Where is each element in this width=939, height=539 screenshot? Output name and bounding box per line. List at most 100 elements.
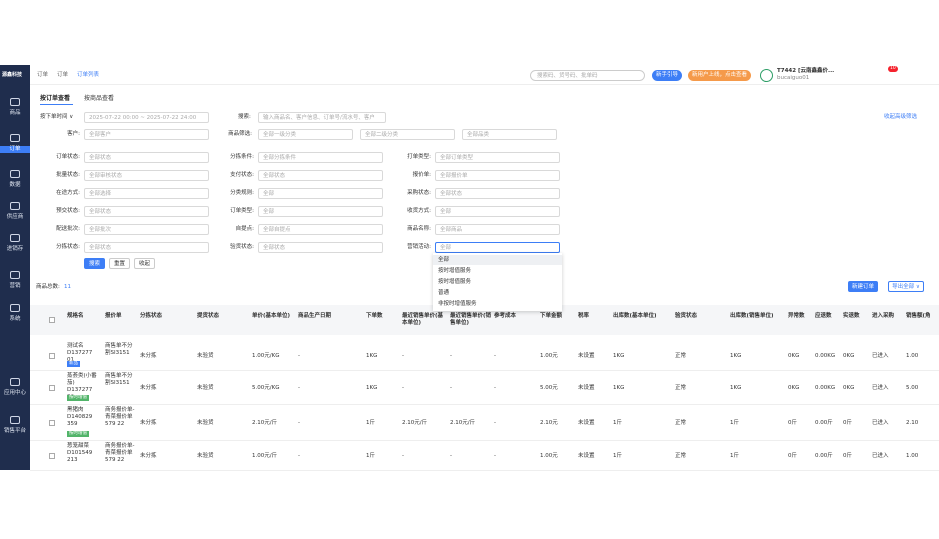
sidebar-item[interactable]: 系统	[9, 316, 21, 322]
checkbox[interactable]	[49, 385, 55, 391]
select[interactable]: 全部一级分类	[258, 129, 353, 140]
table-cell: 1KG	[730, 353, 742, 359]
sidebar-item[interactable]: 应用中心	[3, 390, 26, 396]
breadcrumb[interactable]: 订单	[57, 72, 69, 78]
button[interactable]: 重置	[109, 258, 130, 269]
summary-label: 商品总数:	[36, 284, 60, 290]
breadcrumb: 订单列表	[77, 72, 100, 78]
date-type[interactable]: 按下单时间 ∨	[40, 114, 74, 120]
table-cell: 0KG	[843, 353, 855, 359]
select[interactable]: 全部自提点	[258, 224, 383, 235]
action-button[interactable]: 导出全部 ∨	[888, 281, 924, 292]
table-cell: 未分拣	[140, 353, 157, 359]
table-cell: 2.10元/斤	[450, 420, 476, 426]
select[interactable]: 全部状态	[84, 242, 209, 253]
select[interactable]: 全部状态	[84, 206, 209, 217]
tag: 新品	[67, 361, 80, 367]
table-cell: 未验货	[197, 453, 214, 459]
select[interactable]: 全部分拣条件	[258, 152, 383, 163]
button[interactable]: 搜索	[84, 258, 105, 269]
table-cell: 黑猪肉 D140829 359	[67, 407, 93, 427]
dropdown-option[interactable]: 按时增值服务	[438, 268, 472, 274]
select[interactable]: 全部批次	[84, 224, 209, 235]
collapse-link[interactable]: 收起高级筛选	[884, 114, 918, 120]
select[interactable]: 全部	[435, 242, 560, 253]
header-search[interactable]: 搜索码、货号码、批单码	[530, 70, 645, 81]
table-cell: 0KG	[788, 385, 800, 391]
table-cell: 0斤	[788, 453, 797, 459]
table-cell: 正常	[675, 420, 687, 426]
column-header: 实退数	[843, 313, 860, 319]
table-cell: 1.00	[906, 453, 919, 459]
select[interactable]: 全部商品	[435, 224, 560, 235]
checkbox[interactable]	[49, 317, 55, 323]
tab[interactable]: 按商品查看	[84, 95, 115, 102]
table-cell: 1斤	[730, 453, 739, 459]
sidebar-item[interactable]: 进销存	[6, 246, 24, 252]
label: 报价单:	[412, 172, 431, 178]
table-cell: 5.00	[906, 385, 919, 391]
guide-button[interactable]: 新手引导	[652, 70, 683, 81]
sidebar-item[interactable]: 数据	[9, 182, 21, 188]
user-name[interactable]: T7442 [云南鑫鑫价...	[777, 68, 835, 74]
select[interactable]: 全部状态	[435, 188, 560, 199]
column-header: 提货状态	[197, 313, 220, 319]
checkbox[interactable]	[49, 353, 55, 359]
table-cell: 5.00元/KG	[252, 385, 280, 391]
sidebar-item[interactable]: 订单	[0, 146, 30, 153]
select[interactable]: 全部	[258, 188, 383, 199]
date-range[interactable]: 2025-07-22 00:00 ~ 2025-07-22 24:00	[84, 112, 209, 123]
select[interactable]: 全部审核状态	[84, 170, 209, 181]
breadcrumb[interactable]: 订单	[37, 72, 49, 78]
dropdown-option[interactable]: 按时增值服务	[438, 279, 472, 285]
select[interactable]: 全部选择	[84, 188, 209, 199]
sidebar-icon	[10, 234, 20, 242]
select[interactable]: 全部状态	[258, 242, 383, 253]
table-cell: 测试名 D137277 01	[67, 343, 93, 363]
table-cell: 已进入	[872, 420, 889, 426]
table-cell: 已进入	[872, 453, 889, 459]
table-cell: -	[402, 385, 404, 391]
select[interactable]: 全部品类	[462, 129, 557, 140]
search-input[interactable]: 输入商品名、客户信息、订单号/流水号、客户	[258, 112, 386, 123]
dropdown-option[interactable]: 非按时增值服务	[438, 301, 477, 307]
sidebar-item[interactable]: 商品	[9, 110, 21, 116]
table-cell: 未设置	[578, 420, 595, 426]
table-cell: 0斤	[843, 453, 852, 459]
table-cell: 1.00元/斤	[252, 453, 278, 459]
select[interactable]: 全部	[435, 206, 560, 217]
table-cell: 葱笼甜菜 D101549 213	[67, 443, 93, 463]
column-header: 下单数	[366, 313, 383, 319]
promo-button[interactable]: 新用户上线，点击查看	[688, 70, 752, 81]
table-cell: 5.00元	[540, 385, 558, 391]
checkbox[interactable]	[49, 453, 55, 459]
select[interactable]: 全部	[258, 206, 383, 217]
table-cell: -	[298, 353, 300, 359]
table-cell: -	[298, 453, 300, 459]
sidebar-item[interactable]: 营销	[9, 283, 21, 289]
select[interactable]: 全部状态	[258, 170, 383, 181]
dropdown-option[interactable]: 普通	[438, 290, 450, 296]
tab[interactable]: 按订单查看	[40, 95, 71, 102]
sidebar-item[interactable]: 销售平台	[3, 428, 26, 434]
label: 客户:	[67, 131, 80, 137]
sidebar-icon	[10, 378, 20, 386]
label: 采购状态:	[407, 190, 431, 196]
label: 分类规则:	[230, 190, 254, 196]
action-button[interactable]: 新建订单	[848, 281, 878, 292]
select[interactable]: 全部订单类型	[435, 152, 560, 163]
select[interactable]: 全部二级分类	[360, 129, 455, 140]
dropdown-option[interactable]: 全部	[433, 255, 562, 265]
label: 支付状态:	[230, 172, 254, 178]
row-divider	[30, 470, 939, 471]
select[interactable]: 全部客户	[84, 129, 209, 140]
checkbox[interactable]	[49, 420, 55, 426]
button[interactable]: 收起	[134, 258, 155, 269]
table-cell: 未设置	[578, 453, 595, 459]
select[interactable]: 全部报价单	[435, 170, 560, 181]
table-cell: 正常	[675, 385, 687, 391]
select[interactable]: 全部状态	[84, 152, 209, 163]
sidebar-item[interactable]: 供应商	[6, 214, 24, 220]
table-cell: 未分拣	[140, 385, 157, 391]
table-cell: 1.00元	[540, 453, 558, 459]
